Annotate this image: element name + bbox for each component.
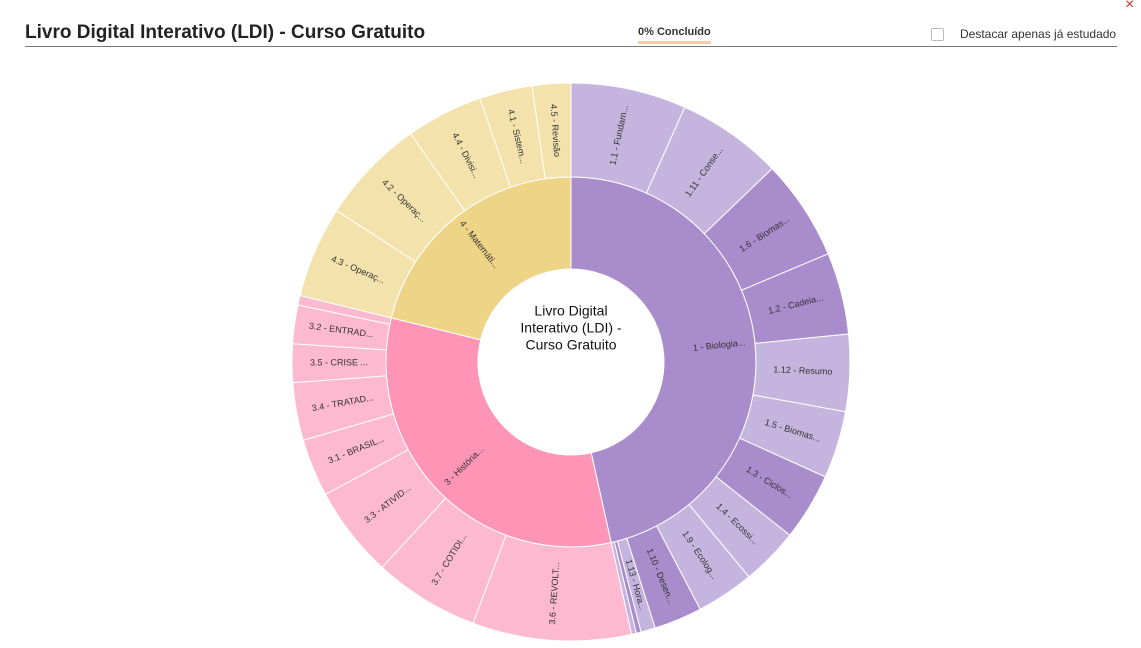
close-button[interactable]: × [1125,0,1135,13]
center-label: Curso Gratuito [525,337,616,353]
outer-label: 3.6 - REVOLT... [547,562,561,625]
checkbox[interactable] [931,28,944,41]
outer-label: 1.12 - Resumo [773,364,832,376]
outer-label: 4.5 - Revisão [549,104,563,158]
modal-title: Livro Digital Interativo (LDI) - Curso G… [25,22,426,43]
progress: 0% Concluído [638,26,711,44]
outer-segment [531,82,572,180]
outer-label: 3.5 - CRISE ... [310,357,368,367]
checkbox-label[interactable]: Destacar apenas já estudado [960,27,1117,41]
center-label: Interativo (LDI) - [520,320,621,336]
header-rule [25,46,1117,47]
center-label: Livro Digital [534,303,607,319]
